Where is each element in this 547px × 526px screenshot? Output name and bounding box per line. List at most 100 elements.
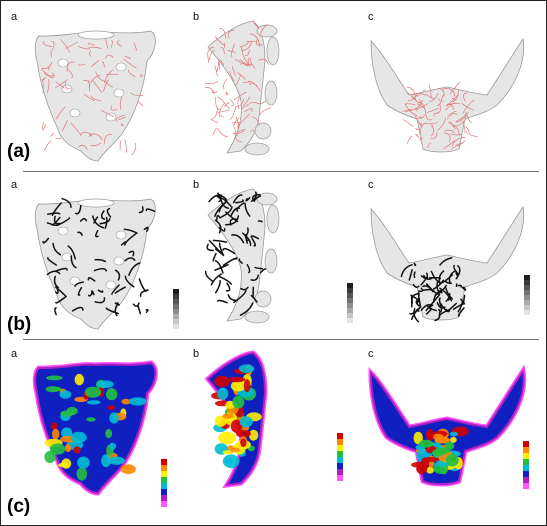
bone-fragment bbox=[254, 122, 272, 140]
network-strand bbox=[402, 109, 413, 112]
network-strand bbox=[80, 132, 92, 135]
network-strand bbox=[251, 238, 256, 247]
pelvis-outline bbox=[370, 38, 525, 153]
network-strand bbox=[94, 258, 107, 263]
network-strand bbox=[410, 96, 420, 104]
network-strand bbox=[434, 284, 447, 296]
color-scale-step bbox=[161, 501, 167, 507]
density-blob bbox=[50, 422, 58, 430]
network-strand bbox=[465, 111, 472, 124]
grayscale-bar-step bbox=[347, 303, 353, 308]
network-strand bbox=[71, 306, 84, 312]
grayscale-bar bbox=[173, 289, 179, 329]
network-strand bbox=[428, 84, 432, 98]
color-scale-step bbox=[161, 465, 167, 471]
network-strand bbox=[216, 60, 220, 72]
grayscale-bar-step bbox=[524, 280, 530, 285]
network-strand bbox=[89, 50, 92, 57]
color-scale-step bbox=[337, 445, 343, 451]
network-strand bbox=[65, 81, 71, 90]
network-strand bbox=[425, 113, 433, 121]
network-strand bbox=[218, 62, 221, 70]
sacral-promontory bbox=[77, 198, 115, 208]
network-strand bbox=[245, 101, 257, 107]
network-strand bbox=[455, 111, 469, 123]
network-strand bbox=[400, 264, 413, 278]
network-strand bbox=[124, 139, 127, 153]
network-strand bbox=[88, 80, 91, 92]
panel-c-art bbox=[35, 353, 529, 507]
network-strand bbox=[438, 307, 443, 313]
network-strand bbox=[233, 257, 238, 260]
network-strand bbox=[244, 108, 253, 113]
network-strand bbox=[245, 40, 256, 43]
grayscale-bar-step bbox=[524, 285, 530, 290]
network-strand bbox=[140, 74, 143, 78]
network-strand bbox=[41, 68, 53, 79]
network-strand bbox=[237, 97, 242, 109]
network-strand bbox=[440, 274, 454, 284]
network-strand bbox=[225, 91, 229, 96]
network-strand bbox=[128, 262, 141, 276]
network-strand bbox=[247, 80, 261, 92]
density-blob bbox=[418, 439, 434, 448]
network-strand bbox=[465, 131, 478, 138]
network-strand bbox=[259, 24, 269, 37]
grayscale-bar-step bbox=[347, 283, 353, 288]
network-strand bbox=[123, 228, 138, 234]
network-strand bbox=[114, 286, 126, 294]
network-strand bbox=[227, 294, 238, 302]
network-strand bbox=[225, 211, 239, 223]
density-blob bbox=[230, 447, 240, 453]
network-strand bbox=[219, 59, 225, 66]
network-strand bbox=[214, 279, 221, 294]
network-strand bbox=[443, 132, 451, 142]
color-scale-step bbox=[161, 459, 167, 465]
network-strand bbox=[92, 80, 102, 93]
network-strand bbox=[415, 127, 420, 131]
network-strand bbox=[143, 226, 149, 232]
network-strand bbox=[419, 114, 426, 119]
panel-b-sublabel-a: a bbox=[11, 179, 18, 191]
network-strand bbox=[430, 270, 441, 284]
network-strand bbox=[451, 137, 466, 147]
color-scale-step bbox=[523, 465, 529, 471]
network-strand bbox=[124, 275, 135, 288]
network-strand bbox=[224, 102, 229, 107]
density-blob bbox=[60, 410, 74, 417]
density-blob bbox=[432, 433, 444, 440]
grayscale-bar-step bbox=[524, 295, 530, 300]
network-strand bbox=[217, 109, 230, 114]
network-strand bbox=[105, 54, 114, 59]
network-strand bbox=[47, 212, 61, 215]
bone-fragment bbox=[254, 290, 272, 308]
network-strand bbox=[55, 81, 65, 89]
sacral-promontory bbox=[77, 30, 115, 40]
network-strand bbox=[243, 55, 251, 66]
network-strand bbox=[90, 74, 101, 83]
network-strand bbox=[42, 61, 53, 69]
panel-c-sublabel-a: a bbox=[11, 348, 18, 360]
grayscale-bar-step bbox=[347, 308, 353, 313]
network-strand bbox=[444, 129, 455, 134]
network-strand bbox=[208, 239, 223, 254]
grayscale-bar-step bbox=[173, 304, 179, 309]
network-strand bbox=[425, 93, 435, 100]
panel-b-sublabel-b: b bbox=[193, 179, 200, 191]
network-strand bbox=[445, 102, 458, 111]
network-strand bbox=[79, 217, 88, 222]
network-strand bbox=[128, 250, 135, 257]
network-strand bbox=[251, 193, 261, 201]
density-blob bbox=[120, 464, 136, 475]
network-strand bbox=[138, 278, 147, 293]
network-strand bbox=[225, 282, 231, 292]
network-strand bbox=[220, 114, 224, 118]
network-strand bbox=[449, 81, 461, 95]
network-strand bbox=[426, 107, 439, 113]
density-blob bbox=[222, 450, 234, 455]
network-strand bbox=[218, 201, 227, 213]
network-strand bbox=[235, 116, 240, 129]
density-blob bbox=[77, 456, 90, 469]
network-strand bbox=[229, 106, 237, 120]
